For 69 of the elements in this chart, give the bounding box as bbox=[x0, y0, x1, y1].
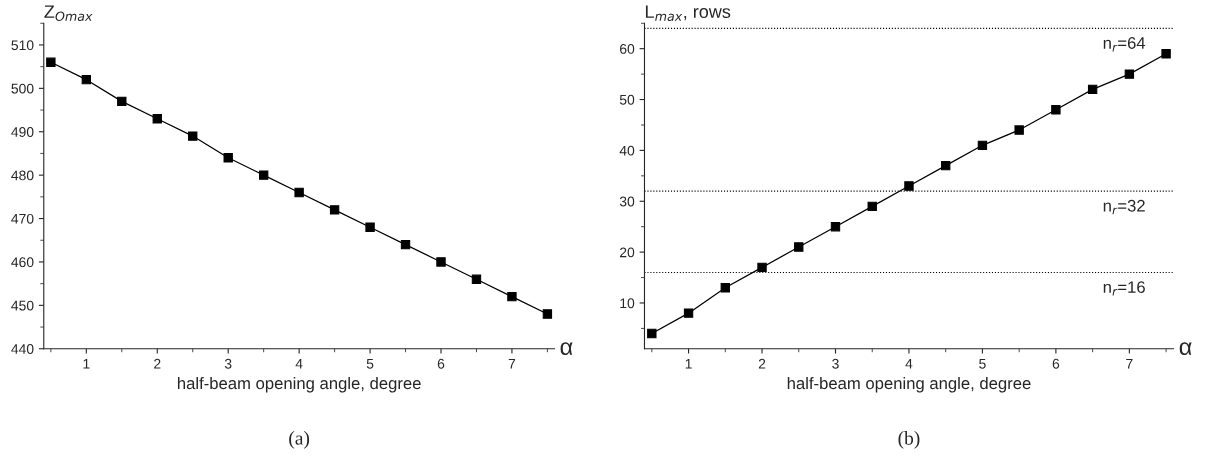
ref-line-label: n$_{r}$=16 bbox=[1103, 281, 1145, 296]
point bbox=[117, 96, 127, 107]
x-tick-label: 5 bbox=[366, 358, 374, 369]
x-tick-label: 6 bbox=[437, 358, 445, 369]
point bbox=[683, 308, 694, 318]
x-tick-label: 2 bbox=[154, 358, 161, 369]
point bbox=[1124, 69, 1135, 79]
text: (a) bbox=[289, 431, 310, 449]
point bbox=[507, 291, 517, 302]
y-tick-label: 40 bbox=[619, 145, 635, 156]
point bbox=[400, 239, 411, 250]
x-tick-label: 6 bbox=[1052, 358, 1060, 369]
point bbox=[471, 274, 482, 284]
point bbox=[329, 205, 340, 215]
x-tick-label: 1 bbox=[685, 358, 692, 369]
x-tick-label: 3 bbox=[832, 358, 839, 369]
y-axis-title: L$_{max}$, rows bbox=[645, 5, 731, 21]
x-tick-label: 7 bbox=[508, 358, 516, 369]
y-tick-label: 470 bbox=[11, 213, 34, 224]
point bbox=[81, 74, 92, 85]
point bbox=[1014, 125, 1024, 135]
point bbox=[46, 57, 56, 67]
y-tick-label: 480 bbox=[11, 170, 34, 181]
point bbox=[294, 187, 304, 198]
y-tick-label: 440 bbox=[11, 344, 34, 354]
x-tick-label: 4 bbox=[295, 358, 303, 369]
point bbox=[1161, 49, 1171, 59]
x-tick-label: 7 bbox=[1126, 358, 1133, 369]
text: α bbox=[1179, 342, 1192, 356]
ref-line-label: n$_{r}$=64 bbox=[1103, 37, 1146, 52]
y-tick-label: 20 bbox=[620, 247, 635, 258]
point bbox=[1051, 105, 1061, 115]
point bbox=[188, 131, 198, 141]
x-axis-title: half-beam opening angle, degree bbox=[177, 376, 421, 393]
y-tick-label: 490 bbox=[11, 127, 34, 137]
x-tick-label: 3 bbox=[224, 358, 232, 369]
y-tick-label: 460 bbox=[11, 257, 34, 268]
point bbox=[757, 262, 767, 273]
x-tick-label: 2 bbox=[758, 358, 766, 369]
x-tick-label: 4 bbox=[905, 358, 913, 369]
x-tick-label: 1 bbox=[83, 358, 90, 369]
point bbox=[365, 222, 375, 232]
y-tick-label: 50 bbox=[619, 94, 635, 105]
point bbox=[830, 222, 841, 232]
text: (b) bbox=[898, 431, 920, 449]
y-tick-label: 60 bbox=[620, 44, 635, 54]
point bbox=[720, 283, 730, 293]
x-tick-label: 5 bbox=[979, 358, 986, 369]
text: α bbox=[560, 342, 573, 356]
y-tick-label: 510 bbox=[11, 40, 34, 51]
point bbox=[258, 170, 269, 180]
point bbox=[223, 153, 233, 163]
point bbox=[152, 114, 162, 124]
point bbox=[941, 160, 951, 171]
y-tick-label: 10 bbox=[620, 298, 635, 309]
point bbox=[794, 242, 804, 252]
point bbox=[1087, 84, 1098, 95]
x-axis-title: half-beam opening angle, degree bbox=[787, 376, 1031, 393]
ref-line-label: n$_{r}$=32 bbox=[1103, 199, 1145, 215]
point bbox=[647, 328, 657, 339]
point bbox=[542, 309, 553, 319]
y-axis-title: Z$_{Omax}$ bbox=[44, 5, 93, 21]
y-tick-label: 30 bbox=[619, 196, 635, 207]
point bbox=[867, 201, 877, 212]
point bbox=[904, 181, 914, 191]
point bbox=[436, 257, 446, 267]
y-tick-label: 500 bbox=[11, 83, 34, 94]
y-tick-label: 450 bbox=[11, 300, 34, 311]
point bbox=[977, 140, 988, 150]
